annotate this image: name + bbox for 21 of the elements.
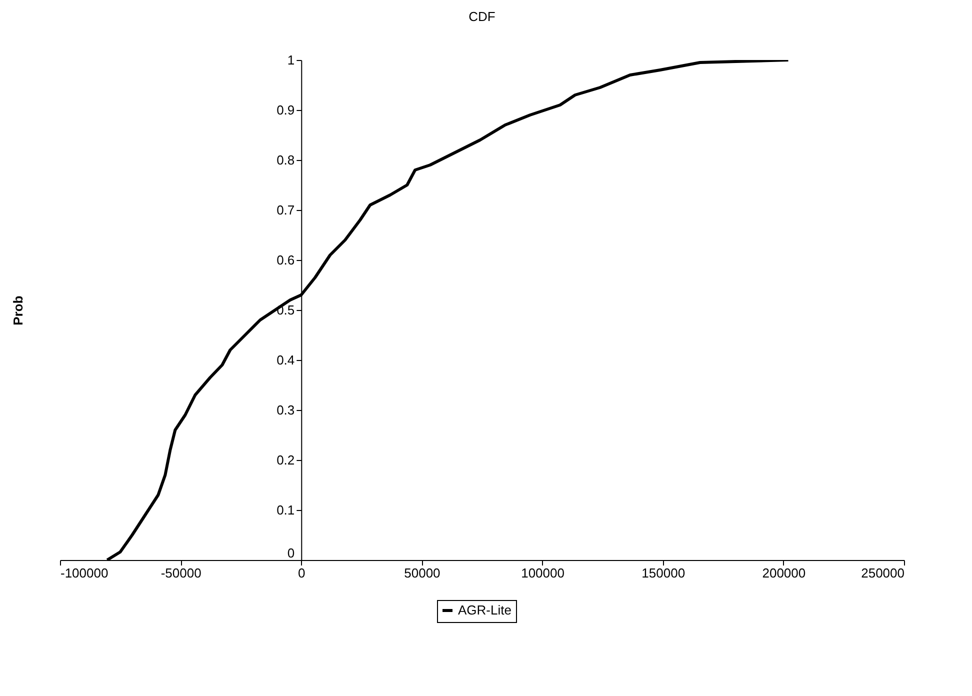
x-tick-label: -50000 <box>160 566 202 580</box>
x-tick-label: 200000 <box>762 566 806 580</box>
y-tick-label: 0.4 <box>276 352 295 368</box>
y-tick-label: 0 <box>287 546 295 560</box>
x-tick-label: -100000 <box>60 566 108 580</box>
x-tick-label: 50000 <box>404 566 440 580</box>
y-tick-label: 0.2 <box>276 452 295 468</box>
x-tick-label: 0 <box>298 566 306 580</box>
y-tick-label: 0.7 <box>276 202 295 218</box>
y-tick-label: 1 <box>287 52 295 68</box>
y-tick-label: 0.6 <box>276 252 295 268</box>
chart-title: CDF <box>468 9 496 24</box>
x-tick-label: 100000 <box>521 566 564 580</box>
y-tick-label: 0.9 <box>276 102 295 118</box>
x-tick-label: 150000 <box>642 566 686 580</box>
y-axis-title: Prob <box>10 296 26 326</box>
y-tick-label: 0.1 <box>276 502 295 518</box>
legend-label: AGR-Lite <box>458 602 512 618</box>
y-tick-label: 0.3 <box>276 402 295 418</box>
x-tick-label: 250000 <box>861 566 904 580</box>
y-tick-label: 0.8 <box>276 152 295 168</box>
